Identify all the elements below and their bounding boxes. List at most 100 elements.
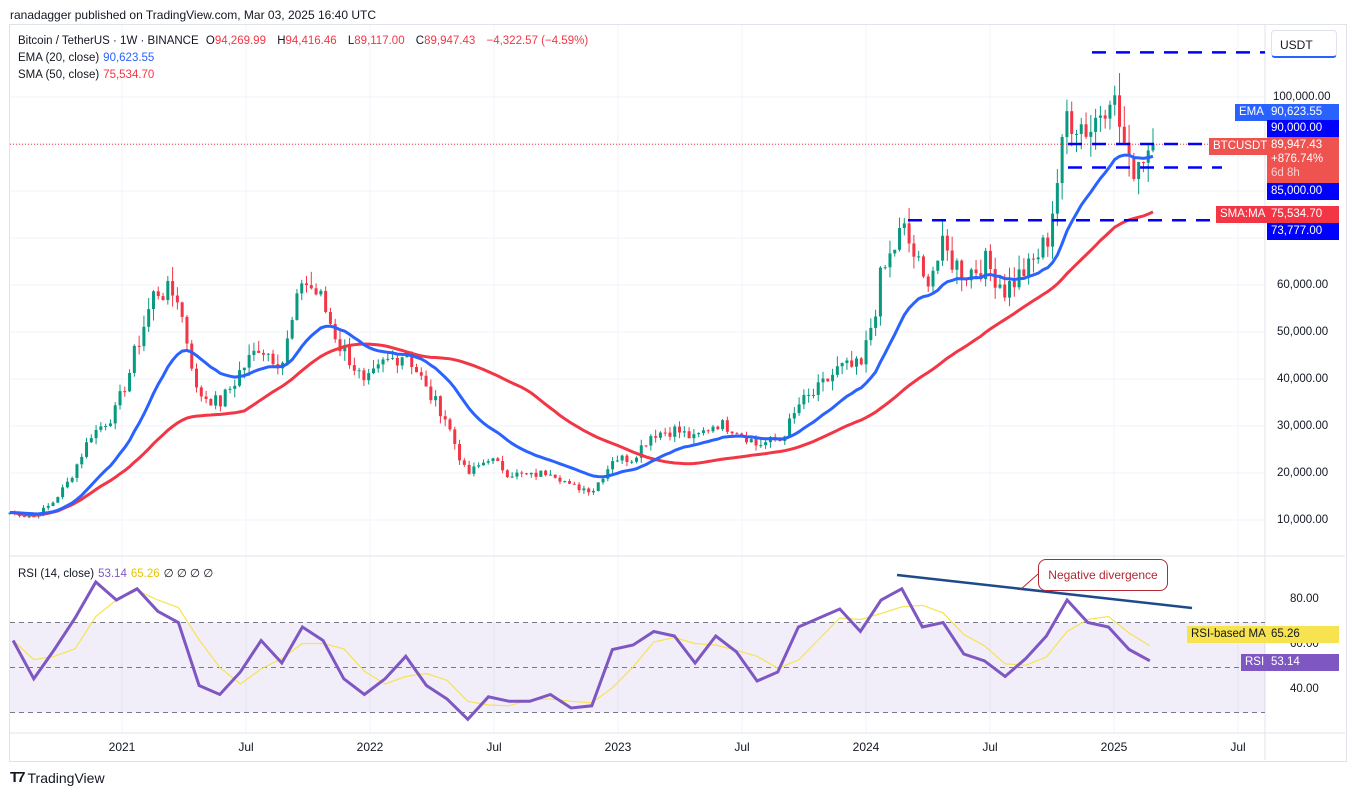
candle-body <box>481 462 485 466</box>
rsi-tick: 40.00 <box>1290 683 1319 695</box>
candle-body <box>558 477 562 482</box>
candle-body <box>921 256 925 277</box>
candle-body <box>529 472 533 475</box>
ema-legend[interactable]: EMA (20, close) 90,623.55 <box>18 52 158 64</box>
candle-body <box>1122 126 1126 143</box>
rsi-ma-value: 65.26 <box>130 568 160 580</box>
price-tick: 100,000.00 <box>1273 91 1331 103</box>
candle-body <box>438 396 442 417</box>
candle-body <box>654 436 658 438</box>
price-tick: 40,000.00 <box>1277 373 1329 385</box>
candle-body <box>415 366 419 373</box>
ema-value: 90,623.55 <box>103 52 155 64</box>
candle-body <box>477 465 481 467</box>
negative-divergence-callout[interactable]: Negative divergence <box>1038 559 1168 591</box>
candle-body <box>1051 213 1055 247</box>
candle-body <box>257 350 261 353</box>
candle-body <box>247 354 251 368</box>
candle-body <box>926 276 930 287</box>
time-tick: Jul <box>982 740 998 754</box>
footer-brand: TradingView <box>27 769 105 786</box>
symbol-name[interactable]: Bitcoin / TetherUS · 1W · BINANCE <box>18 35 199 47</box>
candle-body <box>104 426 108 428</box>
time-tick: Jul <box>1230 740 1246 754</box>
candle-body <box>878 267 882 317</box>
candle-body <box>1108 104 1112 119</box>
candle-body <box>242 367 246 371</box>
candle-body <box>749 439 753 443</box>
last-change: +876.74% <box>1271 153 1324 165</box>
candle-body <box>367 373 371 381</box>
candle-body <box>391 357 395 359</box>
time-tick: 2023 <box>604 740 632 754</box>
sma-tag: SMA:MA <box>1216 206 1270 223</box>
candle-body <box>1118 95 1122 127</box>
candle-body <box>319 290 323 295</box>
candle-body <box>572 483 576 485</box>
candle-body <box>591 490 595 493</box>
candle-body <box>534 472 538 477</box>
high-label: H <box>277 35 286 47</box>
candle-body <box>520 472 524 474</box>
bar-countdown: 6d 8h <box>1271 167 1300 179</box>
candle-body <box>218 395 222 407</box>
high-value: 94,416.46 <box>285 35 337 47</box>
candle-body <box>1127 142 1131 157</box>
candle-body <box>888 253 892 268</box>
candle-body <box>1046 237 1050 247</box>
candle-body <box>324 290 328 312</box>
candle-body <box>902 223 906 229</box>
time-tick: 2021 <box>108 740 136 754</box>
rsi-legend[interactable]: RSI (14, close) 53.14 65.26 ∅ ∅ ∅ ∅ <box>18 566 217 580</box>
candle-body <box>649 436 653 446</box>
rsi-value: 53.14 <box>98 568 127 580</box>
sma-value: 75,534.70 <box>103 69 155 81</box>
candle-body <box>1113 95 1117 105</box>
candle-body <box>1074 133 1078 135</box>
level-73777-tag: 73,777.00 <box>1267 223 1339 240</box>
candle-body <box>874 316 878 328</box>
candle-body <box>386 358 390 360</box>
candle-body <box>233 385 237 389</box>
price-tick: 50,000.00 <box>1277 326 1329 338</box>
close-value: 89,947.43 <box>424 35 476 47</box>
candle-body <box>75 464 79 478</box>
candle-body <box>190 343 194 369</box>
candle-body <box>673 426 677 437</box>
candle-body <box>46 506 50 508</box>
candle-body <box>1036 257 1040 260</box>
candle-body <box>1079 124 1083 134</box>
candle-body <box>395 357 399 366</box>
currency-selector[interactable]: USDT <box>1271 30 1337 58</box>
candle-body <box>185 316 189 344</box>
candle-body <box>917 256 921 258</box>
rsi-ma-tag: RSI-based MA <box>1187 626 1270 643</box>
candle-body <box>180 302 184 317</box>
tradingview-logo[interactable]: T7 TradingView <box>10 769 105 786</box>
candle-body <box>290 319 294 339</box>
candle-body <box>1094 117 1098 132</box>
candle-body <box>845 360 849 364</box>
candle-body <box>228 388 232 390</box>
candle-body <box>587 488 591 493</box>
candle-body <box>807 394 811 396</box>
sma-legend[interactable]: SMA (50, close) 75,534.70 <box>18 69 158 81</box>
candle-body <box>486 461 490 463</box>
candle-body <box>376 364 380 369</box>
candle-body <box>171 281 175 296</box>
rsi-extra-values: ∅ ∅ ∅ ∅ <box>163 568 214 580</box>
candle-body <box>1041 237 1045 258</box>
candle-body <box>582 488 586 491</box>
candle-body <box>1055 183 1059 214</box>
candle-body <box>730 431 734 434</box>
candle-body <box>764 442 768 446</box>
candle-body <box>615 460 619 462</box>
candle-body <box>864 340 868 365</box>
candle-body <box>132 345 136 374</box>
candle-body <box>56 497 60 503</box>
candle-body <box>410 355 414 367</box>
candle-body <box>151 291 155 310</box>
candle-body <box>1132 156 1136 179</box>
candle-body <box>357 370 361 372</box>
